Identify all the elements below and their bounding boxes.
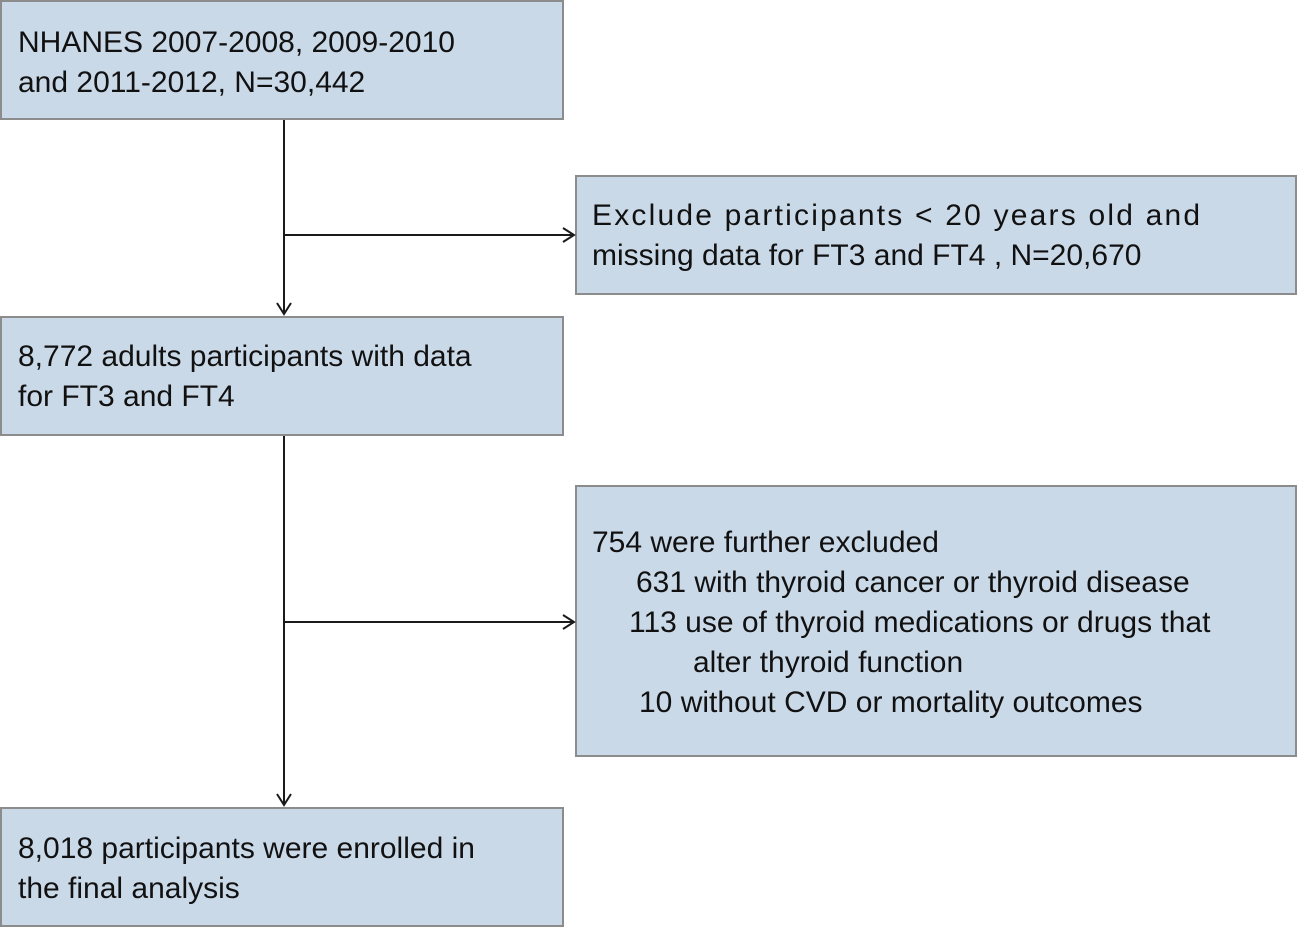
flow-box-nhanes-source: NHANES 2007-2008, 2009-2010 and 2011-201… xyxy=(0,0,564,120)
flow-box-text-line: for FT3 and FT4 xyxy=(18,380,235,413)
flow-box-text-line: 8,772 adults participants with data xyxy=(18,340,472,373)
flow-box-text-line: the final analysis xyxy=(18,872,240,905)
arrowhead-down-icon xyxy=(276,302,292,316)
flow-box-text-line: alter thyroid function xyxy=(693,646,964,679)
flow-box-adults-with-data: 8,772 adults participants with data for … xyxy=(0,316,564,436)
flow-box-text-line: Exclude participants < 20 years old and xyxy=(592,199,1203,232)
arrowhead-right-icon xyxy=(562,227,576,243)
flow-box-exclusion-age-missing: Exclude participants < 20 years old and … xyxy=(575,175,1297,295)
flow-box-text-line: and 2011-2012, N=30,442 xyxy=(18,66,366,99)
flow-box-text-line: 8,018 participants were enrolled in xyxy=(18,832,475,865)
flow-box-further-exclusions: 754 were further excluded 631 with thyro… xyxy=(575,485,1297,757)
flow-box-text-line: 113 use of thyroid medications or drugs … xyxy=(629,606,1211,639)
flow-box-text-line: 631 with thyroid cancer or thyroid disea… xyxy=(636,566,1190,599)
flow-box-text-line: 10 without CVD or mortality outcomes xyxy=(639,686,1143,719)
flow-box-text-line: 754 were further excluded xyxy=(592,526,939,559)
flow-box-text-line: NHANES 2007-2008, 2009-2010 xyxy=(18,26,455,59)
flow-box-final-analysis: 8,018 participants were enrolled in the … xyxy=(0,807,564,927)
arrowhead-down-icon xyxy=(276,793,292,807)
flow-box-text-line: missing data for FT3 and FT4 , N=20,670 xyxy=(592,239,1142,272)
arrowhead-right-icon xyxy=(562,614,576,630)
